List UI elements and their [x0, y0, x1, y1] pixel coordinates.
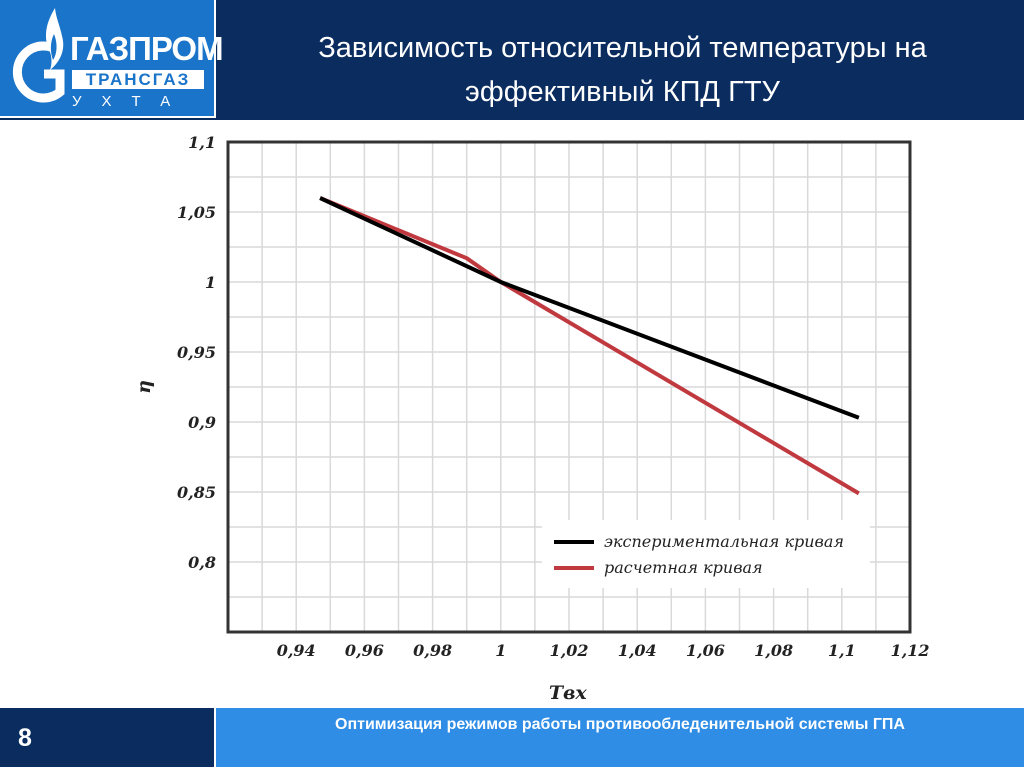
page-number-box: 8 — [0, 708, 216, 767]
x-tick-label: 1,12 — [891, 641, 930, 660]
y-tick-label: 1,05 — [177, 203, 216, 222]
legend-label: расчетная кривая — [604, 558, 763, 577]
y-tick-label: 1,1 — [188, 133, 216, 152]
slide-title-line1: Зависимость относительной температуры на — [318, 32, 927, 64]
x-tick-label: 1,02 — [550, 641, 589, 660]
y-tick-label: 1 — [205, 273, 216, 292]
legend-label: экспериментальная кривая — [604, 532, 844, 551]
x-tick-label: 0,96 — [345, 641, 384, 660]
legend-box — [542, 520, 870, 588]
y-tick-label: 0,8 — [188, 553, 216, 572]
x-tick-label: 0,98 — [413, 641, 452, 660]
efficiency-chart: 0,8 0,85 0,9 0,95 1 1,05 1,1 0,94 0,96 0,98 1 1,02 1… — [133, 133, 930, 704]
y-tick-label: 0,95 — [177, 343, 216, 362]
x-tick-label: 1,06 — [686, 641, 725, 660]
x-axis-title: Tвх — [549, 682, 588, 704]
y-tick-label: 0,85 — [177, 483, 216, 502]
logo-word-ukhta: УХТА — [72, 93, 191, 110]
page-number: 8 — [18, 724, 32, 752]
x-tick-label: 0,94 — [277, 641, 316, 660]
plot-frame — [226, 140, 912, 634]
logo-word-transgaz: ТРАНСГАЗ — [72, 70, 204, 89]
x-tick-label: 1,1 — [828, 641, 856, 660]
x-tick-label: 1,04 — [618, 641, 657, 660]
footer-caption: Оптимизация режимов работы противообледе… — [335, 716, 905, 733]
slide-title-line2: эффективный КПД ГТУ — [465, 76, 780, 108]
slide-footer: 8 Оптимизация режимов работы противообле… — [0, 708, 1024, 767]
logo-word-gazprom: ГАЗПРОМ — [70, 30, 224, 67]
series-line — [319, 196, 860, 420]
slide-header: ГАЗПРОМ ТРАНСГАЗ УХТА Зависимость относи… — [0, 0, 1024, 120]
x-tick-label: 1 — [495, 641, 506, 660]
y-axis-title: η — [133, 380, 155, 394]
company-logo: ГАЗПРОМ ТРАНСГАЗ УХТА — [0, 0, 224, 118]
y-tick-label: 0,9 — [188, 413, 216, 432]
flame-logo-icon — [12, 8, 65, 103]
series-line — [319, 196, 860, 496]
x-tick-label: 1,08 — [754, 641, 793, 660]
slide-title: Зависимость относительной температуры на… — [250, 26, 995, 114]
